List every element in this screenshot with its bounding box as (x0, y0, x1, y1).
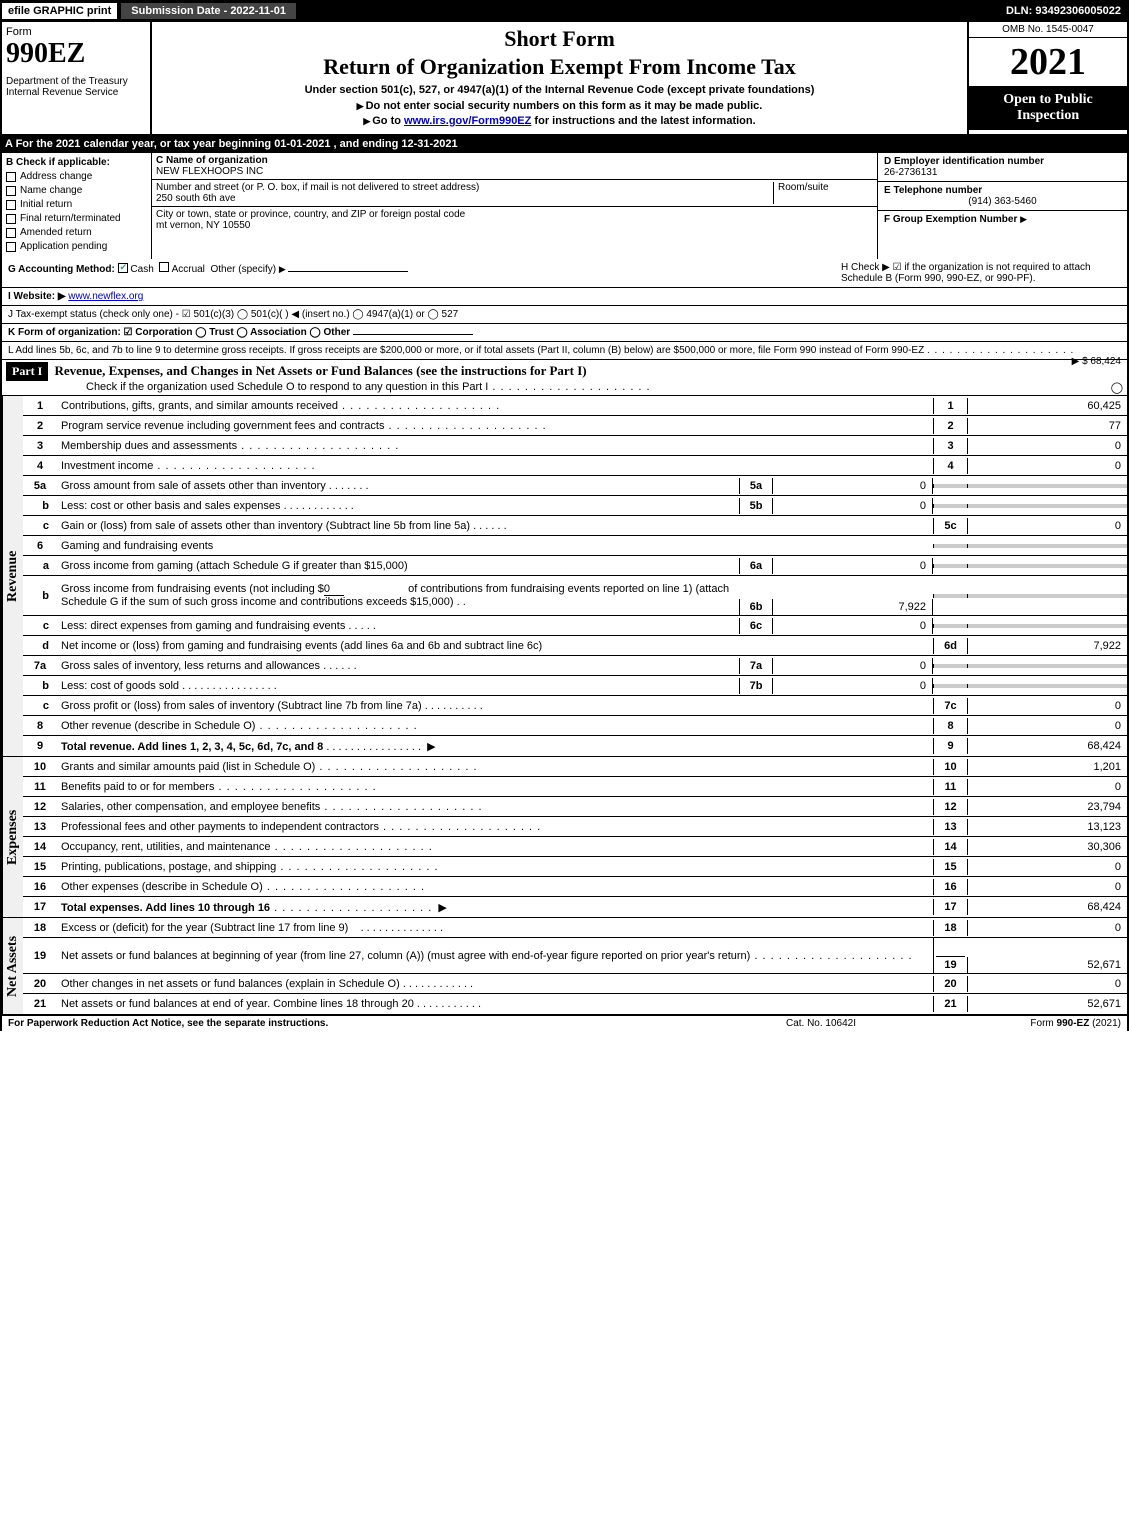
line-17-val: 68,424 (967, 899, 1127, 915)
footer-left: For Paperwork Reduction Act Notice, see … (8, 1018, 721, 1029)
line-7c-val: 0 (967, 698, 1127, 714)
efile-label[interactable]: efile GRAPHIC print (0, 1, 119, 21)
instruction-2: Go to www.irs.gov/Form990EZ for instruct… (156, 115, 963, 127)
street-address: 250 south 6th ave (156, 193, 236, 204)
line-5c-val: 0 (967, 518, 1127, 534)
header-center: Short Form Return of Organization Exempt… (152, 22, 967, 134)
ein-row: D Employer identification number 26-2736… (878, 153, 1127, 182)
check-address-change[interactable]: Address change (6, 171, 147, 182)
form-header: Form 990EZ Department of the Treasury In… (0, 22, 1129, 136)
check-application-pending[interactable]: Application pending (6, 241, 147, 252)
line-8-val: 0 (967, 718, 1127, 734)
col-def: D Employer identification number 26-2736… (877, 153, 1127, 259)
netassets-label: Net Assets (2, 918, 23, 1014)
check-amended-return[interactable]: Amended return (6, 227, 147, 238)
check-final-return[interactable]: Final return/terminated (6, 213, 147, 224)
footer: For Paperwork Reduction Act Notice, see … (0, 1016, 1129, 1031)
check-accrual[interactable] (159, 262, 169, 272)
line-10-val: 1,201 (967, 759, 1127, 775)
omb-number: OMB No. 1545-0047 (969, 22, 1127, 38)
netassets-section: Net Assets 18Excess or (deficit) for the… (0, 918, 1129, 1016)
col-b: B Check if applicable: Address change Na… (2, 153, 152, 259)
line-h: H Check ▶ ☑ if the organization is not r… (841, 262, 1121, 284)
line-6c-val: 0 (773, 618, 933, 634)
line-5b-val: 0 (773, 498, 933, 514)
line-9-val: 68,424 (967, 738, 1127, 754)
top-bar: efile GRAPHIC print Submission Date - 20… (0, 0, 1129, 22)
line-12-val: 23,794 (967, 799, 1127, 815)
instruction-1: Do not enter social security numbers on … (156, 100, 963, 112)
form-number: 990EZ (6, 38, 146, 70)
open-to-public: Open to Public Inspection (969, 86, 1127, 130)
department-label: Department of the Treasury Internal Reve… (6, 76, 146, 98)
line-11-val: 0 (967, 779, 1127, 795)
line-6d-val: 7,922 (967, 638, 1127, 654)
short-form-title: Short Form (156, 26, 963, 52)
footer-catno: Cat. No. 10642I (721, 1018, 921, 1029)
line-18-val: 0 (967, 920, 1127, 936)
line-5a-val: 0 (773, 478, 933, 494)
line-19-val: 52,671 (967, 957, 1127, 973)
row-a: A For the 2021 calendar year, or tax yea… (0, 136, 1129, 153)
form-label: Form (6, 26, 146, 38)
header-left: Form 990EZ Department of the Treasury In… (2, 22, 152, 134)
tax-year: 2021 (969, 38, 1127, 86)
revenue-label: Revenue (2, 396, 23, 756)
line-i: I Website: ▶ www.newflex.org (0, 288, 1129, 306)
expenses-section: Expenses 10Grants and similar amounts pa… (0, 757, 1129, 918)
line-14-val: 30,306 (967, 839, 1127, 855)
subtitle: Under section 501(c), 527, or 4947(a)(1)… (156, 84, 963, 96)
line-16-val: 0 (967, 879, 1127, 895)
org-name: NEW FLEXHOOPS INC (156, 166, 263, 177)
city-row: City or town, state or province, country… (152, 207, 877, 233)
col-c: C Name of organization NEW FLEXHOOPS INC… (152, 153, 877, 259)
check-name-change[interactable]: Name change (6, 185, 147, 196)
header-right: OMB No. 1545-0047 2021 Open to Public In… (967, 22, 1127, 134)
line-1-val: 60,425 (967, 398, 1127, 414)
group-exemption-row: F Group Exemption Number (878, 211, 1127, 228)
section-bcdef: B Check if applicable: Address change Na… (0, 153, 1129, 259)
line-21-val: 52,671 (967, 996, 1127, 1012)
phone-row: E Telephone number (914) 363-5460 (878, 182, 1127, 211)
org-name-row: C Name of organization NEW FLEXHOOPS INC (152, 153, 877, 180)
address-row: Number and street (or P. O. box, if mail… (152, 180, 877, 207)
dln-label: DLN: 93492306005022 (998, 3, 1129, 19)
check-initial-return[interactable]: Initial return (6, 199, 147, 210)
phone-value: (914) 363-5460 (884, 196, 1121, 207)
line-4-val: 0 (967, 458, 1127, 474)
check-cash[interactable] (118, 263, 128, 273)
line-l: L Add lines 5b, 6c, and 7b to line 9 to … (0, 342, 1129, 360)
line-13-val: 13,123 (967, 819, 1127, 835)
line-15-val: 0 (967, 859, 1127, 875)
line-g-h: G Accounting Method: Cash Accrual Other … (0, 259, 1129, 288)
line-7a-val: 0 (773, 658, 933, 674)
main-title: Return of Organization Exempt From Incom… (156, 54, 963, 80)
line-6a-val: 0 (773, 558, 933, 574)
col-b-label: B Check if applicable: (6, 157, 147, 168)
line-j: J Tax-exempt status (check only one) - ☑… (0, 306, 1129, 324)
gross-receipts: ▶ $ 68,424 (1072, 356, 1121, 367)
website-link[interactable]: www.newflex.org (68, 291, 143, 302)
line-k: K Form of organization: ☑ Corporation ◯ … (0, 324, 1129, 342)
revenue-section: Revenue 1Contributions, gifts, grants, a… (0, 396, 1129, 757)
line-3-val: 0 (967, 438, 1127, 454)
part1-header: Part I Revenue, Expenses, and Changes in… (0, 360, 1129, 396)
line-6b-val: 7,922 (773, 599, 933, 615)
irs-link[interactable]: www.irs.gov/Form990EZ (404, 115, 531, 127)
footer-right: Form 990-EZ (2021) (921, 1018, 1121, 1029)
expenses-label: Expenses (2, 757, 23, 917)
ein-value: 26-2736131 (884, 167, 937, 178)
submission-date: Submission Date - 2022-11-01 (119, 1, 298, 21)
line-2-val: 77 (967, 418, 1127, 434)
city-state-zip: mt vernon, NY 10550 (156, 220, 250, 231)
line-7b-val: 0 (773, 678, 933, 694)
line-20-val: 0 (967, 976, 1127, 992)
